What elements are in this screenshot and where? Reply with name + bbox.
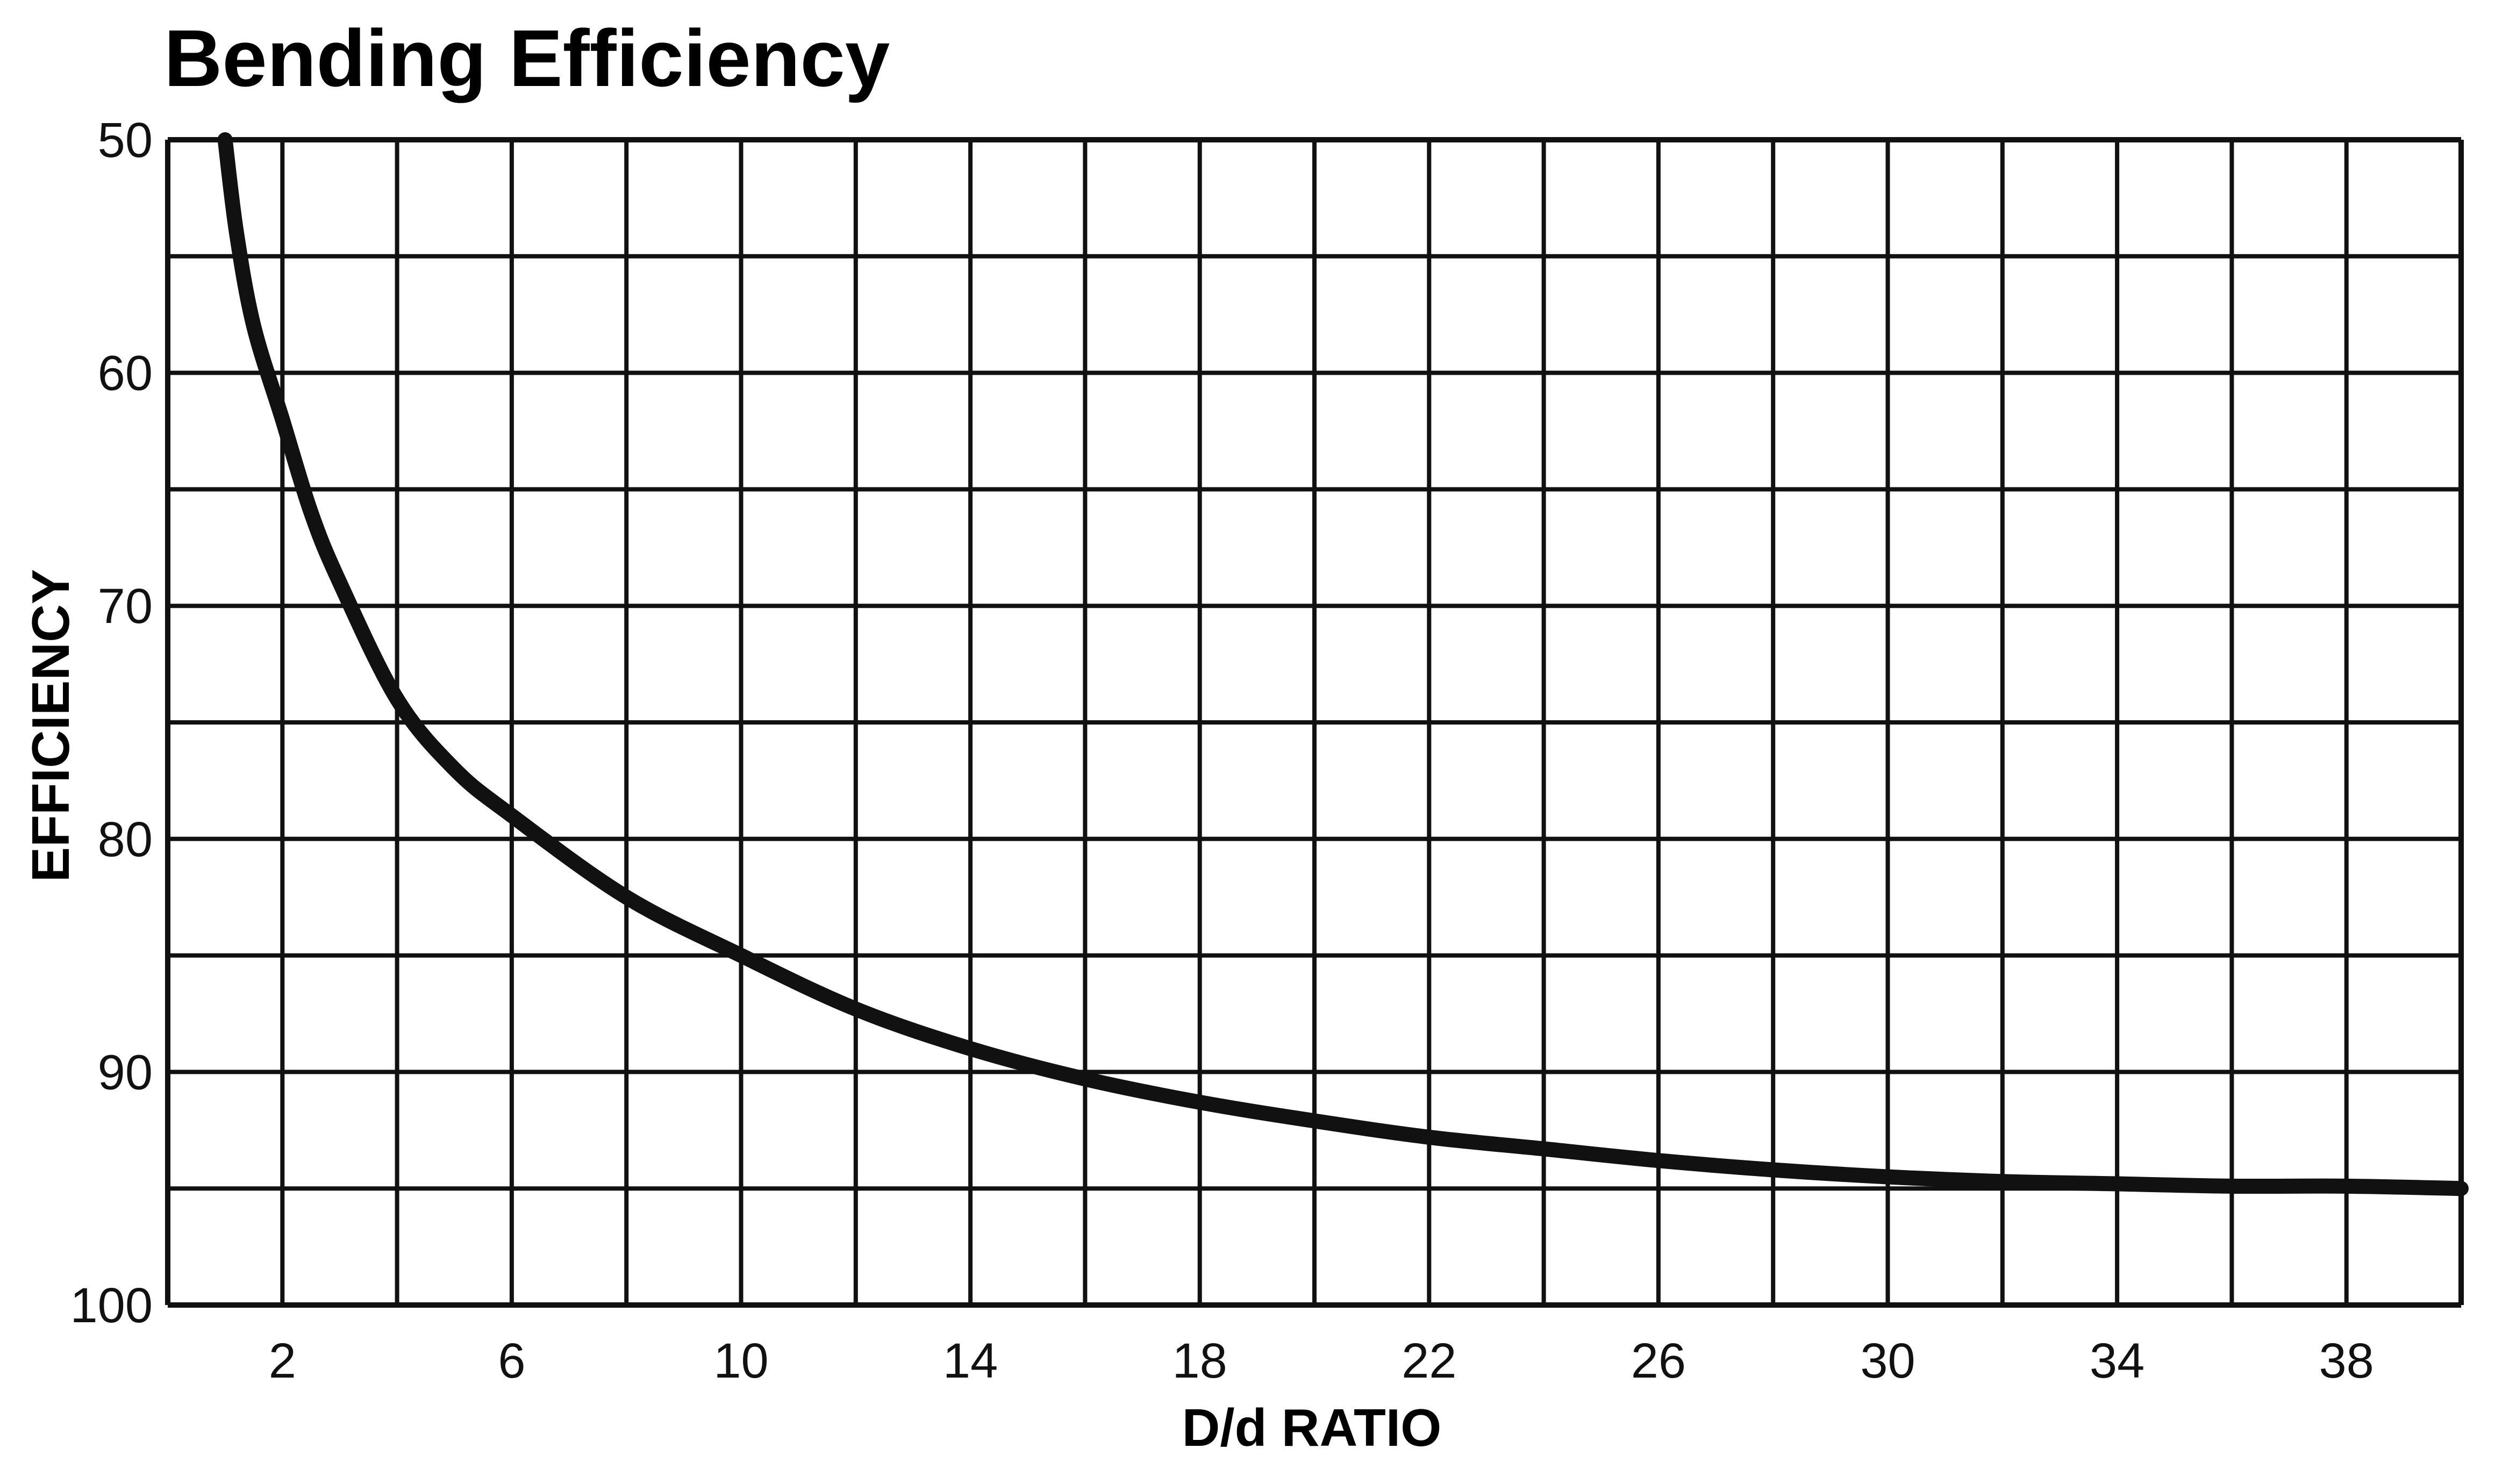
y-axis-ticks: 50 60 70 80 90 100 bbox=[70, 113, 153, 1333]
x-axis-label: D/d RATIO bbox=[1182, 1398, 1442, 1457]
x-tick-label: 14 bbox=[943, 1334, 998, 1388]
efficiency-curve bbox=[217, 132, 2469, 1196]
x-tick-label: 26 bbox=[1631, 1334, 1686, 1388]
x-tick-label: 30 bbox=[1860, 1334, 1915, 1388]
chart-title: Bending Efficiency bbox=[164, 13, 890, 103]
y-tick-label: 70 bbox=[98, 579, 153, 634]
chart-grid bbox=[165, 137, 2464, 1308]
x-tick-label: 6 bbox=[498, 1334, 525, 1388]
y-tick-label: 100 bbox=[70, 1278, 153, 1333]
x-tick-label: 18 bbox=[1173, 1334, 1227, 1388]
x-tick-label: 38 bbox=[2319, 1334, 2374, 1388]
y-tick-label: 80 bbox=[98, 812, 153, 867]
x-tick-label: 10 bbox=[713, 1334, 768, 1388]
y-tick-label: 50 bbox=[98, 113, 153, 168]
y-tick-label: 90 bbox=[98, 1045, 153, 1100]
y-axis-label: EFFICIENCY bbox=[21, 569, 80, 883]
x-tick-label: 22 bbox=[1402, 1334, 1456, 1388]
x-axis-ticks: 2 6 10 14 18 22 26 30 34 38 bbox=[269, 1334, 2374, 1388]
x-tick-label: 2 bbox=[269, 1334, 296, 1388]
x-tick-label: 34 bbox=[2090, 1334, 2144, 1388]
y-tick-label: 60 bbox=[98, 346, 153, 401]
